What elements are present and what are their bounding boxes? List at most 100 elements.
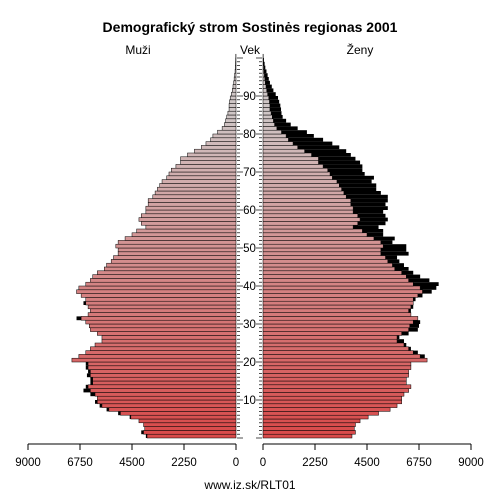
age-tick-label-70: 70 xyxy=(243,167,256,179)
female-bar-age-44 xyxy=(262,266,395,272)
x-tick-label-female-0: 0 xyxy=(260,457,266,469)
male-bar-age-59 xyxy=(145,209,237,215)
male-excess-bar-age-13 xyxy=(85,384,89,389)
female-bar-age-8 xyxy=(262,403,398,408)
male-bar-age-40 xyxy=(85,281,237,287)
female-excess-bar-age-55 xyxy=(353,225,379,229)
female-excess-bar-age-72 xyxy=(318,160,361,165)
female-excess-bar-age-93 xyxy=(265,80,270,85)
female-bar-age-33 xyxy=(262,308,409,313)
female-excess-bar-age-66 xyxy=(339,183,377,188)
x-tick-label-female-1: 2250 xyxy=(302,457,328,469)
male-bar-age-24 xyxy=(94,342,237,348)
female-excess-bar-age-22 xyxy=(413,350,418,355)
female-bar-age-18 xyxy=(262,365,412,370)
female-excess-bar-age-57 xyxy=(360,217,388,222)
female-bar-age-62 xyxy=(262,198,352,203)
female-excess-bar-age-86 xyxy=(269,107,282,112)
male-bar-age-38 xyxy=(76,289,237,294)
female-excess-bar-age-97 xyxy=(263,65,266,70)
male-bar-age-60 xyxy=(145,205,237,211)
male-bar-age-82 xyxy=(224,122,237,127)
female-bar-age-80 xyxy=(262,129,282,135)
female-bar-age-29 xyxy=(262,323,411,329)
female-bar-age-46 xyxy=(262,259,389,264)
male-bar-age-78 xyxy=(210,137,237,142)
male-bar-age-28 xyxy=(90,327,237,332)
male-excess-bar-age-12 xyxy=(83,388,91,393)
female-bar-age-16 xyxy=(262,373,409,378)
male-excess-bar-age-11 xyxy=(90,392,96,397)
female-excess-bar-age-37 xyxy=(417,293,423,298)
x-axis-male: 9000 6750 4500 2250 0 xyxy=(15,443,239,469)
female-bar-age-66 xyxy=(262,183,340,188)
male-bar-age-29 xyxy=(88,323,237,329)
female-excess-bar-age-69 xyxy=(330,172,365,176)
female-excess-bar-age-75 xyxy=(304,149,347,153)
female-excess-bar-age-95 xyxy=(264,73,268,77)
age-axis: 10 20 30 40 50 60 70 80 90 xyxy=(237,57,262,439)
female-bar-age-93 xyxy=(262,80,266,85)
female-bar-age-83 xyxy=(262,118,274,123)
x-tick-label-male-0: 9000 xyxy=(15,457,41,469)
male-excess-bar-age-1 xyxy=(141,430,144,435)
female-excess-bar-age-53 xyxy=(367,232,384,237)
female-excess-bar-age-54 xyxy=(362,229,384,233)
female-excess-bar-age-96 xyxy=(263,69,267,74)
male-bar-age-35 xyxy=(85,300,237,306)
male-excess-bar-age-18 xyxy=(85,365,89,370)
female-bar-age-21 xyxy=(262,354,421,359)
female-excess-bar-age-42 xyxy=(406,274,421,279)
male-excess-bar-age-17 xyxy=(88,369,91,374)
female-label: Ženy xyxy=(347,42,374,57)
female-bar-age-89 xyxy=(262,95,270,101)
male-bar-age-62 xyxy=(147,198,237,203)
male-bar-age-17 xyxy=(90,369,237,374)
male-bar-age-76 xyxy=(201,145,237,150)
male-excess-bar-age-8 xyxy=(99,403,102,408)
male-bar-age-43 xyxy=(97,270,237,275)
male-bar-age-72 xyxy=(180,160,237,165)
age-tick-label-60: 60 xyxy=(243,205,256,217)
female-bar-age-91 xyxy=(262,88,267,93)
female-excess-bar-age-88 xyxy=(269,99,280,104)
male-bar-age-67 xyxy=(161,179,237,184)
female-bar-age-4 xyxy=(262,418,361,424)
female-excess-bar-age-33 xyxy=(408,308,411,313)
female-excess-bar-age-74 xyxy=(311,153,351,157)
female-bar-age-40 xyxy=(262,281,414,287)
female-bar-age-65 xyxy=(262,186,342,192)
female-bar-age-70 xyxy=(262,167,328,173)
female-bar-age-35 xyxy=(262,300,414,306)
female-bar-age-23 xyxy=(262,346,409,351)
female-bar-age-0 xyxy=(262,433,353,439)
female-bar-age-2 xyxy=(262,426,355,431)
male-bar-age-97 xyxy=(235,65,237,70)
female-excess-bar-age-77 xyxy=(293,141,333,146)
female-bar-age-28 xyxy=(262,327,409,332)
female-excess-bar-age-94 xyxy=(264,77,269,81)
age-tick-label-50: 50 xyxy=(243,243,256,255)
female-bar-age-5 xyxy=(262,414,369,420)
x-tick-label-male-1: 6750 xyxy=(67,457,93,469)
female-excess-bar-age-70 xyxy=(327,168,363,172)
female-bar-age-82 xyxy=(262,122,275,127)
male-bar-age-19 xyxy=(87,361,237,367)
female-bar-age-60 xyxy=(262,205,354,211)
male-bar-age-14 xyxy=(92,380,237,386)
male-bar-age-88 xyxy=(229,99,237,104)
female-bar-age-97 xyxy=(262,65,264,70)
female-excess-bar-age-89 xyxy=(268,96,279,100)
female-bar-age-68 xyxy=(262,175,333,180)
male-bar-age-94 xyxy=(233,76,237,82)
male-bar-age-95 xyxy=(234,72,237,78)
male-bar-age-52 xyxy=(124,236,237,241)
female-excess-bar-age-50 xyxy=(383,244,407,248)
female-excess-bar-age-46 xyxy=(387,259,400,264)
male-bar-age-56 xyxy=(140,221,237,226)
female-bar-age-30 xyxy=(262,319,414,325)
x-axis-female: 0 2250 4500 6750 9000 xyxy=(260,443,484,469)
female-excess-bar-age-49 xyxy=(380,248,407,252)
male-excess-bar-age-19 xyxy=(85,362,89,366)
female-excess-bar-age-51 xyxy=(380,240,393,245)
